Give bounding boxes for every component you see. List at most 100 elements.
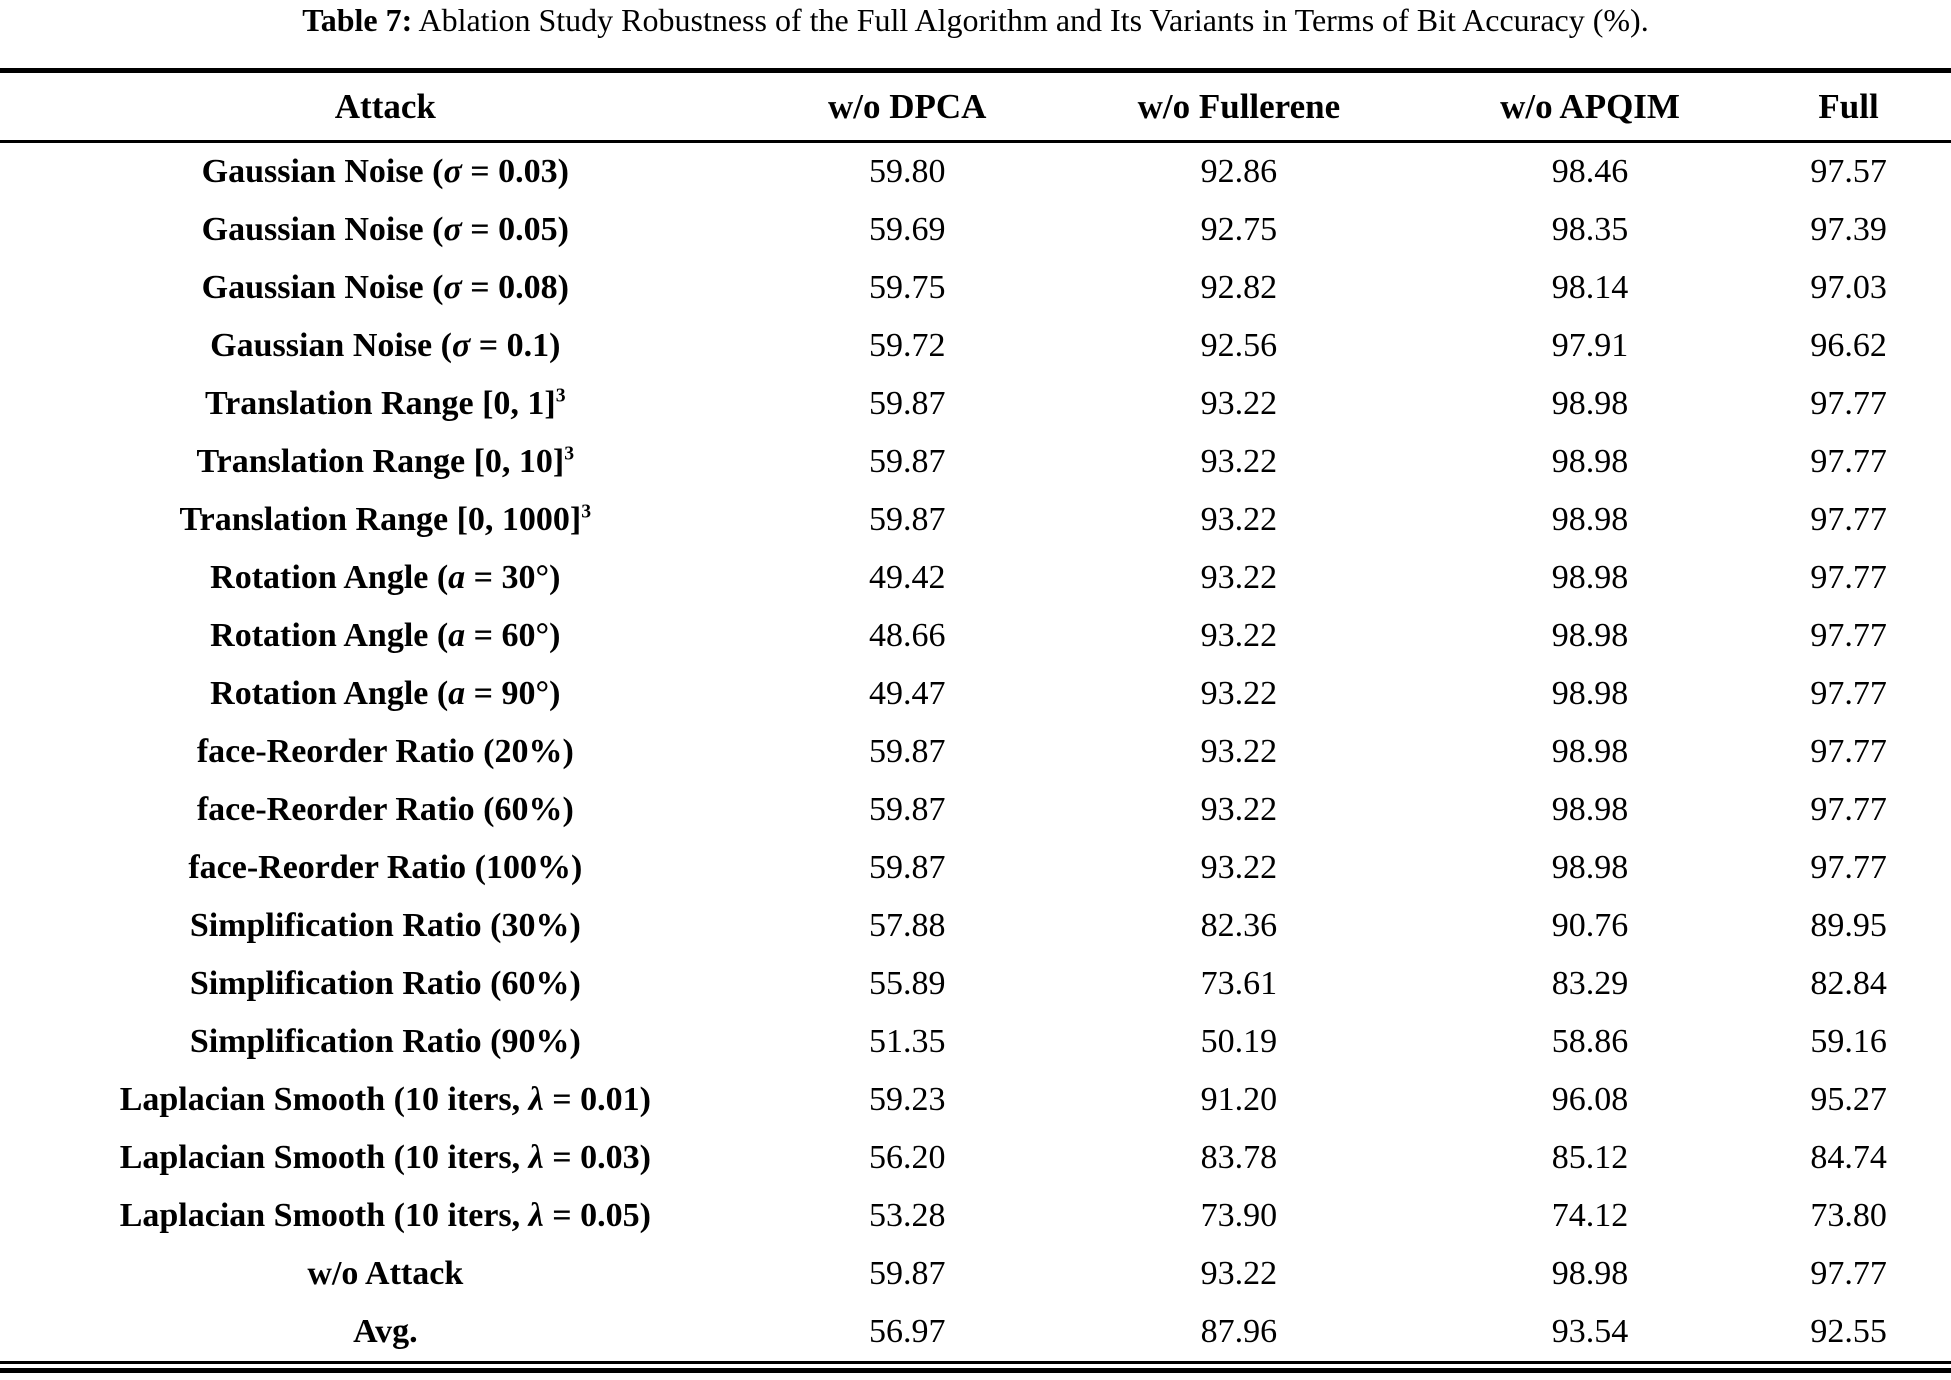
table-row: Simplification Ratio (60%) 55.89 73.61 83.2… (0, 955, 1951, 1013)
value-cell: 92.75 (1200, 211, 1278, 248)
attack-cell: Laplacian Smooth (10 iters, λ = 0.03) (0, 1129, 771, 1187)
value-cell: 97.77 (1810, 675, 1887, 712)
value-cell: 96.08 (1551, 1081, 1629, 1118)
value-cell: 93.22 (1200, 501, 1278, 538)
value-cell: 92.82 (1200, 269, 1278, 306)
attack-label-segment: σ (443, 211, 462, 248)
attack-label-segment: σ (451, 327, 471, 364)
attack-label-segment: Simplification Ratio (30%) (189, 907, 581, 944)
value-cell: 98.98 (1551, 559, 1629, 596)
value-cell: 98.98 (1551, 733, 1629, 770)
col-header-wo-fullerene: w/o Fullerene (1043, 70, 1434, 143)
value-cell: 97.39 (1810, 211, 1887, 248)
value-cell: 97.77 (1810, 559, 1887, 596)
value-cell: 57.88 (868, 907, 946, 944)
attack-label-segment: = 0.05) (543, 1197, 651, 1234)
attack-cell: Gaussian Noise (σ = 0.05) (0, 201, 771, 259)
value-cell: 73.90 (1200, 1197, 1278, 1234)
attack-cell: Translation Range [0, 10]3 (0, 433, 771, 491)
value-cell: 49.42 (868, 559, 946, 596)
col-header-full: Full (1746, 70, 1951, 143)
attack-label-segment: = 30°) (465, 559, 561, 596)
value-cell: 48.66 (868, 617, 946, 654)
value-cell: 97.77 (1810, 849, 1887, 886)
value-cell: 83.29 (1551, 965, 1629, 1002)
attack-label-segment: Rotation Angle ( (210, 559, 449, 596)
attack-label-segment: = 0.03) (543, 1139, 651, 1176)
value-cell: 98.98 (1551, 385, 1629, 422)
attack-label-segment: Laplacian Smooth (10 iters, (119, 1081, 529, 1118)
value-cell: 96.62 (1810, 327, 1887, 364)
attack-label-segment: a (448, 559, 466, 596)
table-row: Gaussian Noise (σ = 0.05) 59.69 92.75 98.35… (0, 201, 1951, 259)
attack-cell: Laplacian Smooth (10 iters, λ = 0.01) (0, 1071, 771, 1129)
value-cell: 97.77 (1810, 617, 1887, 654)
value-cell: 97.77 (1810, 1255, 1887, 1292)
value-cell: 73.80 (1810, 1197, 1887, 1234)
attack-label-segment: Translation Range [0, 1] (205, 385, 556, 422)
attack-label-segment: Simplification Ratio (60%) (189, 965, 581, 1002)
attack-cell: Gaussian Noise (σ = 0.08) (0, 259, 771, 317)
value-cell: 59.87 (868, 385, 946, 422)
attack-label-segment: face-Reorder Ratio (60%) (196, 791, 574, 828)
attack-label-segment: a (448, 617, 466, 654)
value-cell: 93.22 (1200, 791, 1278, 828)
value-cell: 82.36 (1200, 907, 1278, 944)
attack-cell: Gaussian Noise (σ = 0.1) (0, 317, 771, 375)
table-row: Rotation Angle (a = 60°) 48.66 93.22 98.98 9… (0, 607, 1951, 665)
value-cell: 74.12 (1551, 1197, 1629, 1234)
attack-label-segment: Translation Range [0, 10] (196, 443, 565, 480)
value-cell: 53.28 (868, 1197, 946, 1234)
attack-cell: face-Reorder Ratio (60%) (0, 781, 771, 839)
attack-label-segment: Avg. (353, 1313, 418, 1350)
table-row: Gaussian Noise (σ = 0.1) 59.72 92.56 97.91 9… (0, 317, 1951, 375)
attack-label-segment: λ (528, 1197, 544, 1234)
value-cell: 73.61 (1200, 965, 1278, 1002)
value-cell: 97.03 (1810, 269, 1887, 306)
value-cell: 97.77 (1810, 501, 1887, 538)
value-cell: 59.87 (868, 733, 946, 770)
attack-cell: w/o Attack (0, 1245, 771, 1303)
value-cell: 98.98 (1551, 849, 1629, 886)
attack-label-segment: = 60°) (465, 617, 561, 654)
value-cell: 98.35 (1551, 211, 1629, 248)
table-row: Gaussian Noise (σ = 0.03) 59.80 92.86 98.46… (0, 142, 1951, 202)
attack-label-segment: = 0.1) (470, 327, 561, 364)
col-header-attack: Attack (0, 70, 771, 143)
attack-label-segment: Rotation Angle ( (210, 675, 449, 712)
value-cell: 59.87 (868, 443, 946, 480)
table-row: Gaussian Noise (σ = 0.08) 59.75 92.82 98.14… (0, 259, 1951, 317)
value-cell: 97.77 (1810, 733, 1887, 770)
attack-label-segment: Translation Range [0, 1000] (179, 501, 582, 538)
table-row: Rotation Angle (a = 30°) 49.42 93.22 98.98 9… (0, 549, 1951, 607)
value-cell: 82.84 (1810, 965, 1887, 1002)
attack-label-segment: σ (443, 269, 462, 306)
table-row: Laplacian Smooth (10 iters, λ = 0.05) 53.… (0, 1187, 1951, 1245)
ablation-results-table: Attack w/o DPCA w/o Fullerene w/o APQIM … (0, 68, 1951, 1364)
value-cell: 58.86 (1551, 1023, 1629, 1060)
attack-label-segment: Laplacian Smooth (10 iters, (119, 1139, 529, 1176)
attack-cell: Gaussian Noise (σ = 0.03) (0, 142, 771, 202)
header-row: Attack w/o DPCA w/o Fullerene w/o APQIM … (0, 70, 1951, 143)
attack-cell: Avg. (0, 1303, 771, 1363)
attack-cell: Simplification Ratio (60%) (0, 955, 771, 1013)
value-cell: 85.12 (1551, 1139, 1629, 1176)
value-cell: 59.87 (868, 501, 946, 538)
value-cell: 59.80 (868, 153, 946, 190)
attack-cell: Rotation Angle (a = 60°) (0, 607, 771, 665)
value-cell: 97.77 (1810, 385, 1887, 422)
table-row: face-Reorder Ratio (20%) 59.87 93.22 98.98 9… (0, 723, 1951, 781)
attack-cell: Laplacian Smooth (10 iters, λ = 0.05) (0, 1187, 771, 1245)
value-cell: 59.75 (868, 269, 946, 306)
value-cell: 55.89 (868, 965, 946, 1002)
attack-label-segment: face-Reorder Ratio (100%) (188, 849, 583, 886)
value-cell: 93.22 (1200, 617, 1278, 654)
value-cell: 97.57 (1810, 153, 1887, 190)
attack-label-segment: = 0.01) (543, 1081, 651, 1118)
table-row: Laplacian Smooth (10 iters, λ = 0.03) 56.… (0, 1129, 1951, 1187)
table-caption: Table 7: Ablation Study Robustness of th… (0, 0, 1951, 68)
value-cell: 98.98 (1551, 501, 1629, 538)
table-row: Avg. 56.97 87.96 93.54 92.55 (0, 1303, 1951, 1363)
attack-label-segment: a (448, 675, 466, 712)
col-header-wo-dpca: w/o DPCA (770, 70, 1044, 143)
